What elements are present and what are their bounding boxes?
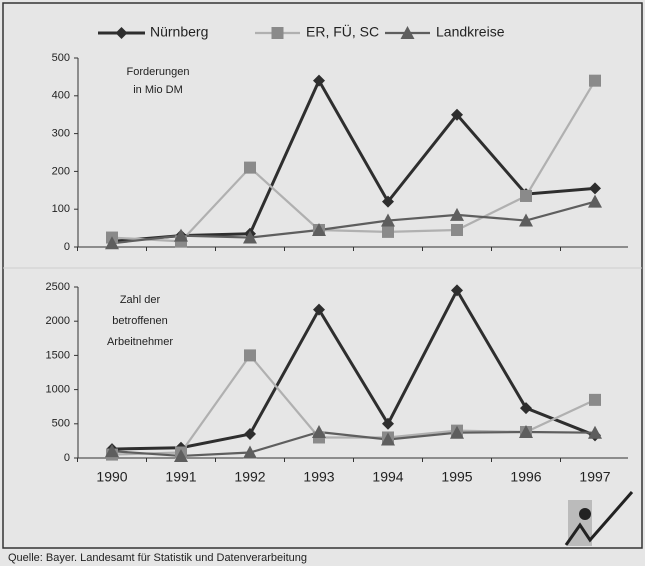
marker	[312, 425, 326, 439]
y-tick-label: 0	[64, 452, 70, 464]
x-tick-label: 1991	[165, 469, 196, 485]
marker	[105, 236, 119, 250]
marker	[451, 284, 463, 297]
marker	[451, 223, 463, 236]
marker	[174, 448, 188, 462]
legend-label: Nürnberg	[150, 24, 208, 40]
marker	[313, 74, 325, 87]
x-tick-label: 1993	[303, 469, 334, 485]
annotation: betroffenen	[112, 315, 167, 327]
y-tick-label: 0	[64, 241, 70, 253]
annotation: Zahl der	[120, 294, 161, 306]
marker	[382, 195, 394, 208]
y-tick-label: 100	[52, 203, 70, 215]
marker	[589, 74, 601, 87]
annotation: Forderungen	[127, 66, 190, 78]
marker	[244, 161, 256, 174]
marker	[382, 225, 394, 238]
line	[111, 430, 596, 458]
line	[111, 80, 596, 243]
x-tick-label: 1994	[372, 469, 403, 485]
annotation: in Mio DM	[133, 84, 183, 96]
marker	[520, 189, 532, 202]
frame	[2, 2, 643, 549]
line	[111, 200, 596, 245]
marker	[115, 27, 128, 39]
x-tick-label: 1996	[510, 469, 541, 485]
marker	[588, 194, 602, 208]
y-tick-label: 2500	[46, 281, 70, 293]
x-tick-label: 1990	[96, 469, 127, 485]
source: Quelle: Bayer. Landesamt für Statistik u…	[8, 552, 307, 564]
marker	[244, 349, 256, 362]
marker	[312, 222, 326, 236]
marker	[519, 213, 533, 227]
marker	[105, 444, 119, 458]
marker	[382, 417, 394, 430]
y-tick-label: 400	[52, 90, 70, 102]
line	[111, 287, 596, 451]
marker	[381, 213, 395, 227]
marker	[589, 393, 601, 406]
y-tick-label: 2000	[46, 315, 70, 327]
marker	[588, 425, 602, 439]
marker	[243, 445, 257, 459]
marker	[400, 26, 415, 39]
y-tick-label: 500	[52, 52, 70, 64]
legend-label: Landkreise	[436, 24, 505, 40]
marker	[451, 108, 463, 121]
legend-label: ER, FÜ, SC	[306, 23, 379, 40]
x-tick-label: 1995	[441, 469, 472, 485]
marker	[520, 402, 532, 415]
marker	[381, 432, 395, 446]
y-tick-label: 500	[52, 418, 70, 430]
marker	[589, 182, 601, 195]
marker	[519, 425, 533, 439]
y-tick-label: 300	[52, 128, 70, 140]
marker	[450, 425, 464, 439]
logo	[564, 491, 634, 546]
annotation: Arbeitnehmer	[107, 336, 173, 348]
y-tick-label: 1500	[46, 349, 70, 361]
marker	[244, 428, 256, 441]
y-tick-label: 1000	[46, 384, 70, 396]
marker	[243, 230, 257, 244]
marker	[450, 207, 464, 221]
marker	[271, 27, 284, 39]
x-tick-label: 1992	[234, 469, 265, 485]
marker	[313, 303, 325, 316]
y-tick-label: 200	[52, 165, 70, 177]
marker	[174, 228, 188, 242]
x-tick-label: 1997	[579, 469, 610, 485]
